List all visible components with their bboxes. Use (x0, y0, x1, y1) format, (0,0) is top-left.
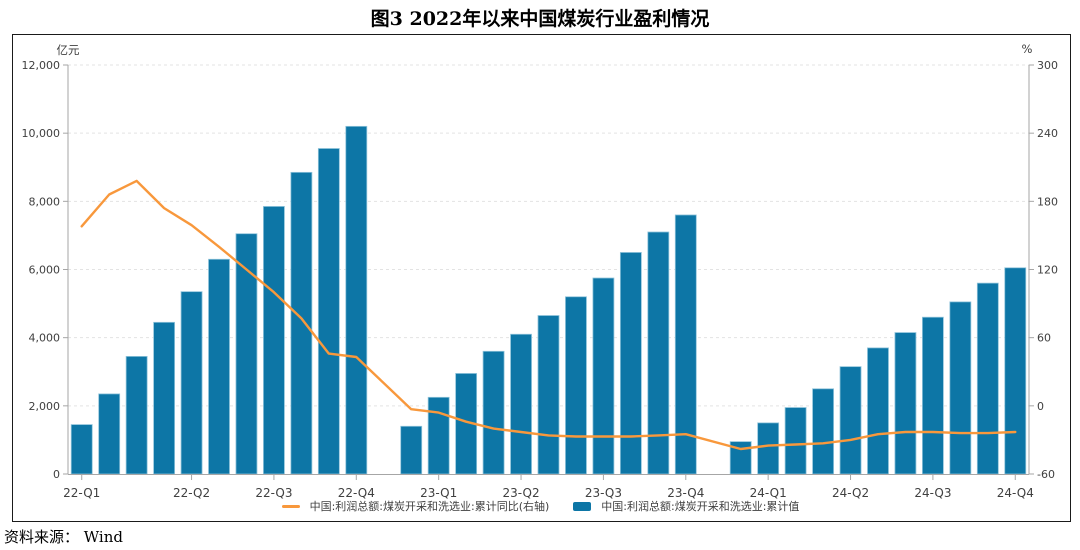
x-tick-label: 22-Q4 (338, 486, 375, 500)
bar (345, 125, 368, 475)
bar (922, 316, 944, 475)
chart-title: 图3 2022年以来中国煤炭行业盈利情况 (370, 8, 710, 30)
bar (290, 171, 313, 475)
right-tick-label: 180 (1037, 195, 1058, 208)
bar (867, 347, 889, 475)
left-tick-label: 8,000 (29, 195, 61, 208)
bar (427, 396, 450, 475)
left-tick-label: 2,000 (29, 400, 61, 413)
left-axis-ticks: 0 2,000 4,000 6,000 8,000 10,000 12,000 (22, 59, 68, 481)
bar (949, 301, 972, 475)
right-tick-label: 300 (1037, 59, 1058, 72)
x-tick-label: 22-Q2 (173, 486, 210, 500)
bar-series-label: 中国:利润总额:煤炭开采和洗选业:累计值 (601, 500, 800, 513)
bar (619, 252, 642, 475)
source-note: 资料来源： Wind (4, 528, 123, 546)
right-tick-label: 120 (1037, 264, 1058, 277)
bar (263, 206, 285, 475)
right-axis-unit: % (1021, 42, 1033, 56)
bar (180, 291, 203, 475)
bar (592, 277, 615, 475)
x-tick-label: 22-Q3 (255, 486, 292, 500)
line-series (80, 179, 1017, 451)
bar (757, 422, 780, 475)
left-tick-label: 12,000 (22, 59, 61, 72)
bar (317, 148, 340, 475)
right-axis-ticks: -60 0 60 120 180 240 300 (1029, 59, 1058, 481)
right-tick-label: -60 (1037, 468, 1055, 481)
x-tick-label: 24-Q4 (997, 486, 1034, 500)
left-axis-unit: 亿元 (56, 43, 80, 57)
bar (1004, 267, 1027, 475)
x-tick-label: 22-Q1 (63, 486, 100, 500)
bar (98, 393, 121, 475)
bar (647, 231, 670, 475)
x-tick-label: 23-Q4 (667, 486, 704, 500)
bar (812, 388, 834, 475)
right-tick-label: 0 (1037, 400, 1044, 413)
left-tick-label: 4,000 (29, 332, 61, 345)
x-tick-label: 23-Q1 (420, 486, 457, 500)
bar (565, 296, 587, 475)
right-tick-label: 240 (1037, 127, 1058, 140)
bars (70, 125, 1027, 475)
line-series-swatch (281, 504, 300, 508)
bar (70, 424, 93, 475)
bar (894, 332, 917, 475)
bar (510, 333, 532, 475)
left-tick-label: 6,000 (29, 264, 61, 277)
x-tick-label: 24-Q3 (914, 486, 951, 500)
bar (784, 407, 807, 475)
bar (537, 315, 560, 475)
bar (153, 321, 176, 475)
x-axis-ticks: 22-Q1 22-Q2 22-Q3 22-Q4 23-Q1 23-Q2 23-Q3 23-Q4… (63, 474, 1034, 500)
x-tick-label: 24-Q2 (832, 486, 869, 500)
right-tick-label: 60 (1037, 332, 1051, 345)
profit-growth-line (80, 179, 1017, 451)
bar-series-swatch (573, 501, 592, 511)
x-tick-label: 23-Q2 (502, 486, 539, 500)
bar (208, 258, 230, 475)
bar (976, 282, 999, 475)
bar (400, 425, 423, 475)
bar (482, 350, 505, 475)
bar (125, 356, 148, 475)
left-tick-label: 10,000 (22, 127, 61, 140)
x-tick-label: 24-Q1 (750, 486, 787, 500)
line-series-label: 中国:利润总额:煤炭开采和洗选业:累计同比(右轴) (309, 500, 550, 513)
x-tick-label: 23-Q3 (585, 486, 622, 500)
left-tick-label: 0 (53, 468, 60, 481)
legend: 中国:利润总额:煤炭开采和洗选业:累计同比(右轴) 中国:利润总额:煤炭开采和洗… (12, 498, 1069, 514)
bar (839, 366, 862, 475)
